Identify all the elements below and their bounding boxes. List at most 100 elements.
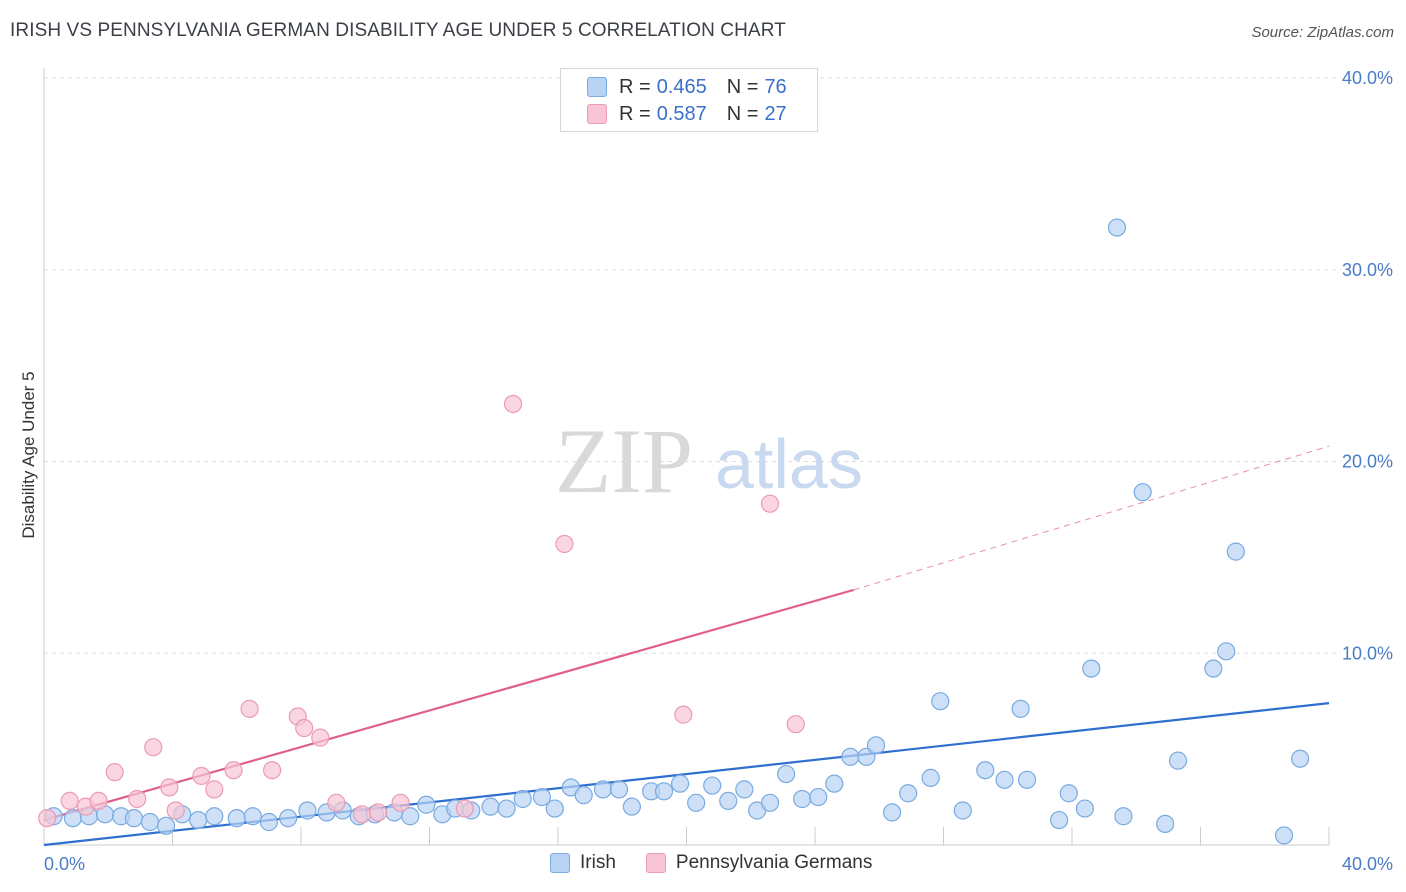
irish-point: [760, 793, 780, 812]
series-legend-pg[interactable]: Pennsylvania Germans: [645, 852, 873, 874]
grid-lines: [44, 77, 1341, 654]
irish-point: [921, 768, 940, 787]
irish-point: [513, 789, 532, 809]
irish-point: [1226, 542, 1245, 561]
pg-point: [262, 761, 282, 780]
irish-point: [825, 774, 844, 793]
pg-point: [192, 766, 211, 786]
irish-point: [1274, 826, 1294, 845]
axes: [43, 68, 1330, 846]
irish-point: [1290, 749, 1310, 768]
pg-point: [295, 718, 314, 738]
irish-point: [401, 807, 420, 826]
legend-r-value: 0.465: [656, 75, 707, 98]
irish-point: [882, 803, 902, 822]
irish-point: [1217, 642, 1236, 661]
legend-n-value: 76: [764, 75, 787, 98]
irish-point: [1107, 218, 1127, 237]
pg-point: [760, 494, 780, 513]
irish-point: [417, 795, 436, 814]
irish-point: [1059, 784, 1078, 803]
pg-point: [60, 791, 79, 810]
x-tick-label: 40.0%: [1342, 854, 1393, 874]
pg-point: [144, 738, 163, 757]
irish-point: [205, 807, 224, 826]
watermark-zip: ZIP: [555, 410, 693, 512]
irish-point: [243, 807, 262, 826]
legend-n-label: N =: [726, 102, 759, 125]
irish-point: [776, 764, 796, 784]
irish-point: [1050, 810, 1069, 830]
irish-point: [481, 797, 500, 816]
irish-point: [1011, 699, 1030, 718]
series-swatch-irish: [550, 853, 570, 873]
pg-point: [105, 763, 124, 782]
irish-point: [298, 801, 317, 820]
pg-point: [352, 805, 372, 824]
pg-point: [205, 780, 224, 799]
chart-source: Source: ZipAtlas.com: [1251, 24, 1394, 41]
pg-trend-extension: [853, 445, 1330, 591]
legend-r-label: R =: [619, 75, 651, 98]
irish-point: [497, 799, 516, 818]
irish-point: [593, 780, 613, 799]
irish-point: [227, 809, 246, 828]
legend-swatch-pg: [587, 104, 607, 124]
y-tick-label: 10.0%: [1342, 643, 1393, 663]
y-tick-label: 20.0%: [1342, 452, 1393, 472]
irish-point: [976, 761, 995, 780]
data-points: [38, 218, 1310, 845]
irish-point: [1017, 770, 1037, 789]
legend-r-value: 0.587: [656, 102, 707, 125]
irish-point: [719, 791, 738, 810]
irish-point: [735, 780, 754, 799]
pg-point: [674, 705, 693, 724]
irish-point: [953, 801, 972, 820]
pg-point: [369, 803, 388, 822]
y-tick-label: 30.0%: [1342, 260, 1393, 280]
irish-point: [866, 736, 886, 755]
pg-point: [503, 394, 523, 414]
irish-point: [1156, 814, 1175, 834]
irish-point: [124, 809, 144, 828]
pg-point: [786, 715, 805, 734]
pg-point: [160, 778, 179, 797]
irish-point: [703, 776, 722, 795]
x-tick-label: 0.0%: [44, 854, 85, 874]
chart-title: IRISH VS PENNSYLVANIA GERMAN DISABILITY …: [10, 20, 786, 41]
irish-point: [687, 793, 706, 812]
irish-point: [1075, 799, 1094, 818]
tick-labels: 10.0% 20.0% 30.0% 40.0% 0.0% 40.0%: [44, 68, 1393, 874]
irish-point: [1168, 751, 1188, 770]
legend-n-label: N =: [726, 75, 759, 98]
pg-point: [38, 809, 57, 828]
y-axis-label: Disability Age Under 5: [19, 371, 38, 538]
irish-point: [899, 784, 918, 803]
pg-point: [391, 793, 410, 812]
legend-n-value: 27: [764, 102, 787, 125]
irish-point: [574, 786, 593, 805]
legend-r-label: R =: [619, 102, 651, 125]
watermark-atlas: atlas: [715, 425, 863, 503]
irish-point: [545, 799, 564, 818]
irish-point: [1204, 659, 1223, 678]
legend-row-irish: R = 0.465 N = 76: [587, 75, 787, 99]
legend: R = 0.465 N = 76 R = 0.587 N = 27: [560, 68, 818, 132]
legend-swatch-irish: [587, 77, 607, 97]
irish-point: [259, 812, 278, 832]
pg-point: [555, 534, 574, 554]
irish-point: [841, 747, 860, 766]
irish-point: [654, 782, 674, 801]
irish-point: [622, 797, 641, 816]
pg-point: [89, 791, 108, 810]
series-legend-irish[interactable]: Irish: [550, 852, 616, 874]
irish-point: [670, 774, 690, 793]
irish-point: [1133, 483, 1152, 502]
pg-point: [455, 799, 474, 818]
irish-point: [140, 812, 160, 832]
series-label-pg: Pennsylvania Germans: [675, 852, 873, 873]
irish-point: [1114, 807, 1133, 826]
pg-point: [311, 728, 330, 747]
pg-point: [128, 789, 147, 809]
